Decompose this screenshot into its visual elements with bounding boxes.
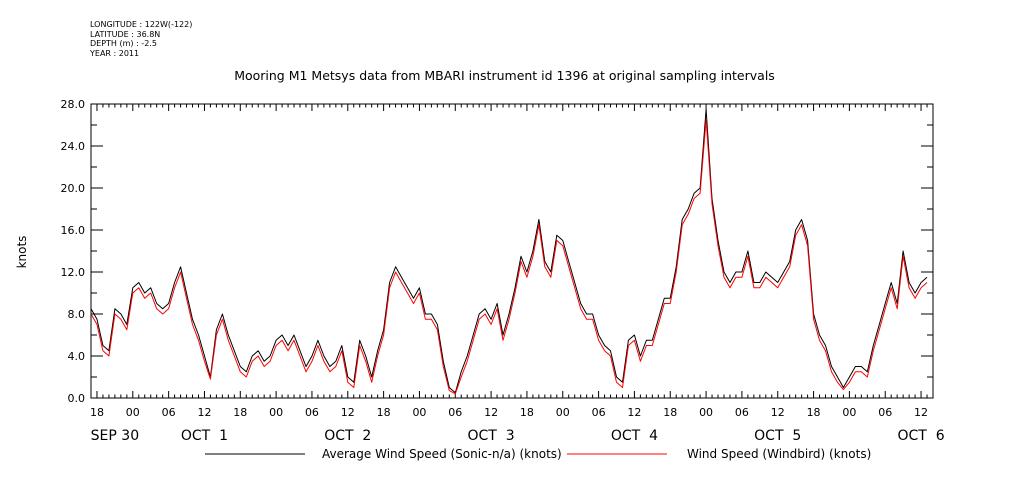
- x-tick-label: 06: [448, 406, 462, 419]
- x-tick-label: 06: [305, 406, 319, 419]
- y-tick-label: 8.0: [68, 308, 86, 321]
- x-tick-label: 06: [162, 406, 176, 419]
- y-tick-label: 4.0: [68, 350, 86, 363]
- y-tick-label: 24.0: [61, 140, 86, 153]
- x-date-label: OCT 4: [611, 428, 658, 444]
- x-tick-label: 06: [878, 406, 892, 419]
- series-group: [90, 108, 928, 395]
- metadata-block: LONGITUDE : 122W(-122) LATITUDE : 36.8N …: [90, 20, 192, 58]
- legend: Average Wind Speed (Sonic-n/a) (knots) Wi…: [205, 447, 871, 461]
- x-axis: 18 00 06 12 18 00 06 12 18 00 06 12 18 00 06 12 18 00 06 12…: [90, 104, 945, 444]
- x-tick-label: 12: [341, 406, 355, 419]
- legend-label-sonic: Average Wind Speed (Sonic-n/a) (knots): [322, 447, 562, 461]
- x-tick-label: 00: [412, 406, 426, 419]
- y-axis: 0.0 4.0 8.0 12.0 16.0 20.0 24.0 28.0: [61, 98, 933, 405]
- plot-frame: [90, 103, 934, 399]
- x-date-label: OCT 3: [468, 428, 515, 444]
- x-tick-label: 18: [90, 406, 104, 419]
- x-tick-label: 12: [627, 406, 641, 419]
- x-tick-label: 18: [233, 406, 247, 419]
- x-tick-label: 00: [269, 406, 283, 419]
- x-tick-label: 00: [842, 406, 856, 419]
- series-line-sonic: [90, 108, 928, 394]
- x-date-label: OCT 1: [181, 428, 228, 444]
- x-tick-label: 12: [771, 406, 785, 419]
- x-tick-label: 12: [914, 406, 928, 419]
- x-tick-label: 18: [807, 406, 821, 419]
- depth-label: DEPTH (m) : -2.5: [90, 39, 157, 48]
- series-line-windbird: [90, 119, 928, 395]
- x-tick-label: 00: [699, 406, 713, 419]
- x-tick-label: 06: [592, 406, 606, 419]
- y-tick-label: 20.0: [61, 182, 86, 195]
- x-date-label: OCT 6: [897, 428, 944, 444]
- x-date-label: SEP 30: [91, 428, 139, 444]
- year-label: YEAR : 2011: [90, 48, 140, 58]
- y-tick-label: 16.0: [61, 224, 86, 237]
- longitude-label: LONGITUDE : 122W(-122): [90, 20, 193, 29]
- x-tick-label: 00: [556, 406, 570, 419]
- y-tick-label: 0.0: [68, 392, 86, 405]
- x-tick-label: 18: [663, 406, 677, 419]
- x-tick-label: 18: [377, 406, 391, 419]
- y-tick-label: 28.0: [61, 98, 86, 111]
- y-tick-label: 12.0: [61, 266, 86, 279]
- latitude-label: LATITUDE : 36.8N: [90, 29, 161, 39]
- x-tick-label: 06: [735, 406, 749, 419]
- chart-title: Mooring M1 Metsys data from MBARI instru…: [234, 68, 775, 83]
- x-tick-label: 12: [197, 406, 211, 419]
- x-date-label: OCT 5: [754, 428, 801, 444]
- legend-label-windbird: Wind Speed (Windbird) (knots): [687, 447, 871, 461]
- x-tick-label: 00: [126, 406, 140, 419]
- x-tick-label: 12: [484, 406, 498, 419]
- x-tick-label: 18: [520, 406, 534, 419]
- x-date-label: OCT 2: [324, 428, 371, 444]
- plot-border: [90, 103, 934, 399]
